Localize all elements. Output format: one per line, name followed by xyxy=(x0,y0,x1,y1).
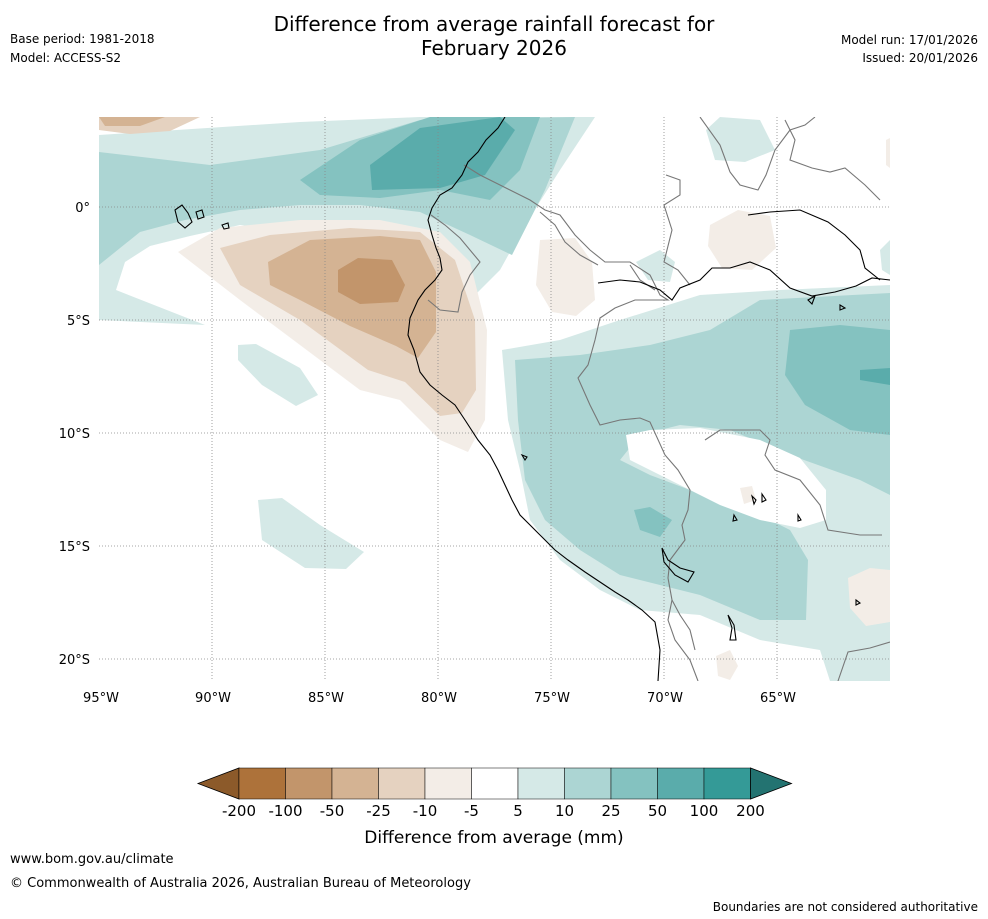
lon-label-70w: 70°W xyxy=(647,691,683,706)
colorbar-tick-label: 200 xyxy=(736,802,765,820)
colorbar-tick-label: 25 xyxy=(601,802,620,820)
country-boundaries xyxy=(427,117,890,681)
contour-dry-core xyxy=(338,258,405,304)
colorbar-tick-label: -50 xyxy=(320,802,345,820)
colorbar-segment xyxy=(564,767,612,800)
colorbar-segment xyxy=(471,767,519,800)
colorbar-segment xyxy=(517,767,565,800)
lat-label-15s: 15°S xyxy=(59,540,90,555)
colorbar-tick-label: -10 xyxy=(413,802,438,820)
contour-wet-west xyxy=(99,180,118,230)
colorbar-tick-label: 50 xyxy=(648,802,667,820)
contour-wet-blob-1 xyxy=(238,344,318,406)
lat-label-0: 0° xyxy=(75,201,90,216)
contour-dry-blob-4 xyxy=(716,650,738,680)
colorbar-tick-label: -25 xyxy=(366,802,391,820)
longitude-labels: 95°W 90°W 85°W 80°W 75°W 70°W 65°W xyxy=(83,691,796,706)
lat-label-10s: 10°S xyxy=(59,427,90,442)
colorbar-segment xyxy=(703,767,751,800)
lon-label-65w: 65°W xyxy=(760,691,796,706)
lon-label-95w: 95°W xyxy=(83,691,119,706)
colorbar-tick-label: 5 xyxy=(513,802,523,820)
colorbar-segment xyxy=(424,767,472,800)
colorbar-extend-low xyxy=(196,767,240,800)
colorbar-segment xyxy=(657,767,705,800)
coastline xyxy=(174,117,890,681)
contour-neutral-hole xyxy=(626,428,826,528)
footer-copyright: © Commonwealth of Australia 2026, Austra… xyxy=(10,876,471,891)
model-run: Model run: 17/01/2026 xyxy=(840,33,978,47)
colorbar-title: Difference from average (mm) xyxy=(364,828,623,848)
contour-wet-core-east xyxy=(860,368,890,385)
latitude-labels: 0° 5°S 10°S 15°S 20°S xyxy=(59,201,90,668)
colorbar-extend-high xyxy=(750,767,793,800)
map-title-line2: February 2026 xyxy=(421,36,567,60)
contour-dry-blob-6 xyxy=(886,138,890,168)
contour-dry-blob-2 xyxy=(708,210,776,270)
colorbar-tick-label: 10 xyxy=(555,802,574,820)
colorbar: -200 -100 -50 -25 -10 -5 5 10 25 50 100 200 xyxy=(196,767,793,820)
issued-date: Issued: 20/01/2026 xyxy=(862,51,978,65)
contour-dry-topleft-core xyxy=(99,117,165,126)
map-title-line1: Difference from average rainfall forecas… xyxy=(273,12,715,36)
footer-url: www.bom.gov.au/climate xyxy=(10,852,174,867)
contour-wet-blob-2 xyxy=(258,498,364,569)
lon-label-80w: 80°W xyxy=(421,691,457,706)
lon-label-75w: 75°W xyxy=(534,691,570,706)
footer-disclaimer: Boundaries are not considered authoritat… xyxy=(712,900,978,914)
colorbar-tick-label: 100 xyxy=(690,802,719,820)
lat-label-5s: 5°S xyxy=(67,314,90,329)
colorbar-segment xyxy=(378,767,426,800)
contour-wet-blob-6 xyxy=(880,240,890,275)
contour-dry-blob-1 xyxy=(536,238,595,316)
colorbar-segment xyxy=(238,767,286,800)
contour-dry-blob-5 xyxy=(740,486,756,504)
colorbar-segment xyxy=(331,767,379,800)
contour-wet-strong-east xyxy=(785,325,890,435)
base-period: Base period: 1981-2018 xyxy=(10,32,155,46)
colorbar-segment xyxy=(285,767,333,800)
colorbar-tick-label: -5 xyxy=(464,802,479,820)
contour-dry-blob-3 xyxy=(848,568,890,626)
lon-label-90w: 90°W xyxy=(195,691,231,706)
colorbar-segment xyxy=(610,767,658,800)
contour-wet-blob-3 xyxy=(634,507,672,537)
lon-label-85w: 85°W xyxy=(308,691,344,706)
contour-wet-blob-4 xyxy=(706,117,775,162)
map-title: Difference from average rainfall forecas… xyxy=(0,12,988,60)
contour-wet-core-north xyxy=(370,117,515,190)
map-area xyxy=(99,117,890,681)
model-name: Model: ACCESS-S2 xyxy=(10,51,122,65)
colorbar-tick-label: -100 xyxy=(268,802,302,820)
colorbar-tick-label: -200 xyxy=(222,802,256,820)
lat-label-20s: 20°S xyxy=(59,653,90,668)
